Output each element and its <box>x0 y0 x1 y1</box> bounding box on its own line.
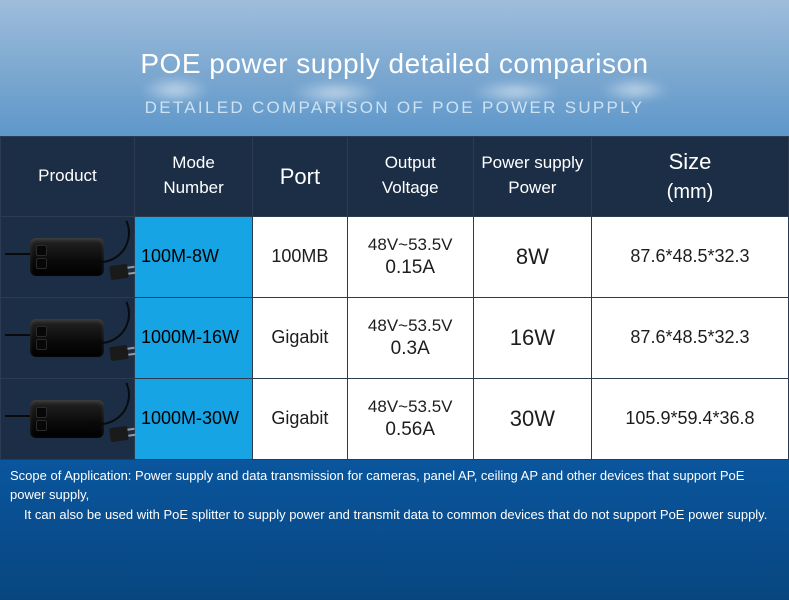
col-size: Size (mm) <box>591 137 788 217</box>
model-cell: 1000M-16W <box>134 297 252 378</box>
col-power: Power supply Power <box>473 137 591 217</box>
footer-note: Scope of Application: Power supply and d… <box>0 460 789 525</box>
size-cell: 87.6*48.5*32.3 <box>591 297 788 378</box>
poe-adapter-illustration <box>5 383 130 455</box>
poe-adapter-illustration <box>5 221 130 293</box>
header: POE power supply detailed comparison DET… <box>0 0 789 118</box>
voltage-cell: 48V~53.5V 0.15A <box>347 216 473 297</box>
table-row: 1000M-30W Gigabit 48V~53.5V 0.56A 30W 10… <box>1 378 789 459</box>
port-cell: 100MB <box>253 216 348 297</box>
size-cell: 105.9*59.4*36.8 <box>591 378 788 459</box>
port-cell: Gigabit <box>253 297 348 378</box>
comparison-table: Product Mode Number Port Output Voltage … <box>0 136 789 460</box>
model-cell: 1000M-30W <box>134 378 252 459</box>
product-image-cell <box>1 378 135 459</box>
model-cell: 100M-8W <box>134 216 252 297</box>
voltage-cell: 48V~53.5V 0.3A <box>347 297 473 378</box>
size-cell: 87.6*48.5*32.3 <box>591 216 788 297</box>
footer-line-1: Scope of Application: Power supply and d… <box>10 468 744 503</box>
power-cell: 8W <box>473 216 591 297</box>
comparison-table-wrap: Product Mode Number Port Output Voltage … <box>0 136 789 460</box>
power-cell: 16W <box>473 297 591 378</box>
col-port: Port <box>253 137 348 217</box>
voltage-cell: 48V~53.5V 0.56A <box>347 378 473 459</box>
footer-line-2: It can also be used with PoE splitter to… <box>10 505 779 525</box>
table-row: 1000M-16W Gigabit 48V~53.5V 0.3A 16W 87.… <box>1 297 789 378</box>
col-model: Mode Number <box>134 137 252 217</box>
poe-adapter-illustration <box>5 302 130 374</box>
col-product: Product <box>1 137 135 217</box>
product-image-cell <box>1 297 135 378</box>
table-row: 100M-8W 100MB 48V~53.5V 0.15A 8W 87.6*48… <box>1 216 789 297</box>
col-voltage: Output Voltage <box>347 137 473 217</box>
page-title: POE power supply detailed comparison <box>0 48 789 80</box>
power-cell: 30W <box>473 378 591 459</box>
table-header-row: Product Mode Number Port Output Voltage … <box>1 137 789 217</box>
port-cell: Gigabit <box>253 378 348 459</box>
table-body: 100M-8W 100MB 48V~53.5V 0.15A 8W 87.6*48… <box>1 216 789 459</box>
page-subtitle: DETAILED COMPARISON OF POE POWER SUPPLY <box>0 98 789 118</box>
product-image-cell <box>1 216 135 297</box>
